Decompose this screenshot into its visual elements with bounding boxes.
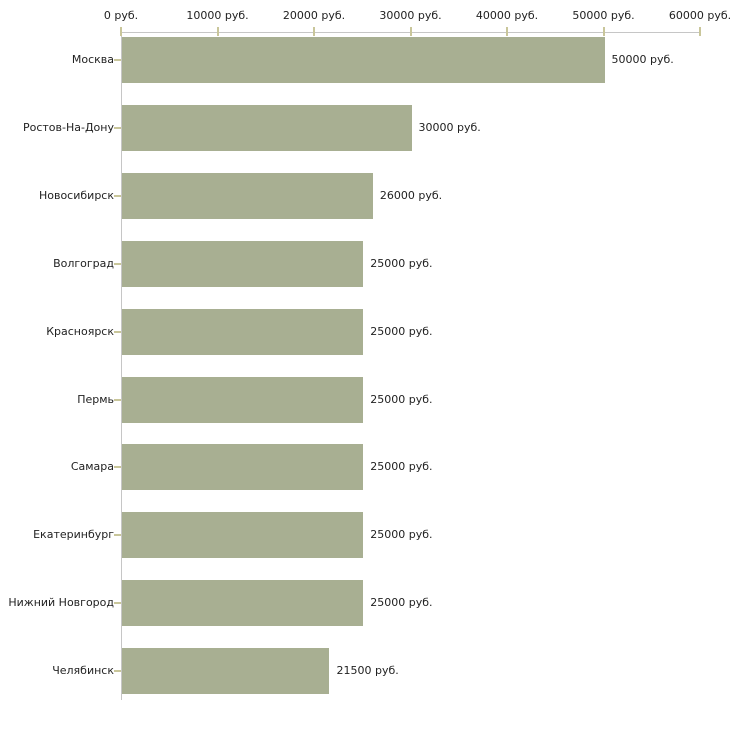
category-label: Пермь xyxy=(77,392,114,406)
category-label: Екатеринбург xyxy=(33,528,114,542)
category-label: Нижний Новгород xyxy=(8,596,114,610)
x-axis-tick-mark xyxy=(120,27,122,36)
bar xyxy=(122,648,330,695)
category-tick-mark xyxy=(114,398,121,401)
category-tick-mark xyxy=(114,126,121,129)
x-axis-tick-label: 60000 руб. xyxy=(668,9,730,22)
category-tick-mark xyxy=(114,466,121,469)
x-axis-tick-mark xyxy=(602,27,605,36)
bar xyxy=(122,172,373,219)
category-label: Самара xyxy=(70,460,114,474)
category-tick-mark xyxy=(114,262,121,265)
value-label: 25000 руб. xyxy=(370,528,433,542)
category-label: Красноярск xyxy=(46,324,114,338)
x-axis-tick-label: 20000 руб. xyxy=(282,9,346,22)
category-tick-mark xyxy=(114,670,121,673)
bar xyxy=(122,37,605,83)
category-label: Новосибирск xyxy=(38,188,114,202)
bar xyxy=(122,444,364,491)
bar xyxy=(122,512,364,559)
category-label: Ростов-На-Дону xyxy=(22,120,114,134)
x-axis-tick-label: 50000 руб. xyxy=(572,9,635,22)
value-label: 25000 руб. xyxy=(370,324,433,338)
value-label: 21500 руб. xyxy=(336,664,399,678)
category-tick-mark xyxy=(114,59,121,61)
x-axis-tick-mark xyxy=(313,27,315,36)
bar xyxy=(122,376,364,423)
x-axis-tick-label: 30000 руб. xyxy=(379,9,442,22)
x-axis-tick-label: 40000 руб. xyxy=(475,9,539,22)
bar xyxy=(122,240,364,287)
x-axis-tick-label: 10000 руб. xyxy=(186,9,249,22)
x-axis-tick-mark xyxy=(506,27,508,36)
bar xyxy=(122,104,412,151)
value-label: 50000 руб. xyxy=(611,53,674,66)
category-tick-mark xyxy=(114,330,121,333)
value-label: 25000 руб. xyxy=(370,256,433,270)
x-axis-tick-label: 0 руб. xyxy=(103,9,139,22)
value-label: 25000 руб. xyxy=(370,460,433,474)
bar xyxy=(122,580,364,627)
x-axis-tick-mark xyxy=(409,27,412,36)
category-tick-mark xyxy=(114,194,121,197)
value-label: 25000 руб. xyxy=(370,392,433,406)
category-label: Москва xyxy=(71,53,114,66)
x-axis-tick-mark xyxy=(699,27,701,36)
value-label: 26000 руб. xyxy=(379,188,443,202)
value-label: 30000 руб. xyxy=(418,120,481,134)
y-axis-line xyxy=(121,32,122,700)
x-axis-tick-mark xyxy=(216,27,219,36)
bar xyxy=(122,308,364,355)
category-label: Волгоград xyxy=(53,256,114,270)
category-label: Челябинск xyxy=(52,664,114,678)
category-tick-mark xyxy=(114,602,121,605)
category-tick-mark xyxy=(114,534,121,537)
value-label: 25000 руб. xyxy=(370,596,433,610)
